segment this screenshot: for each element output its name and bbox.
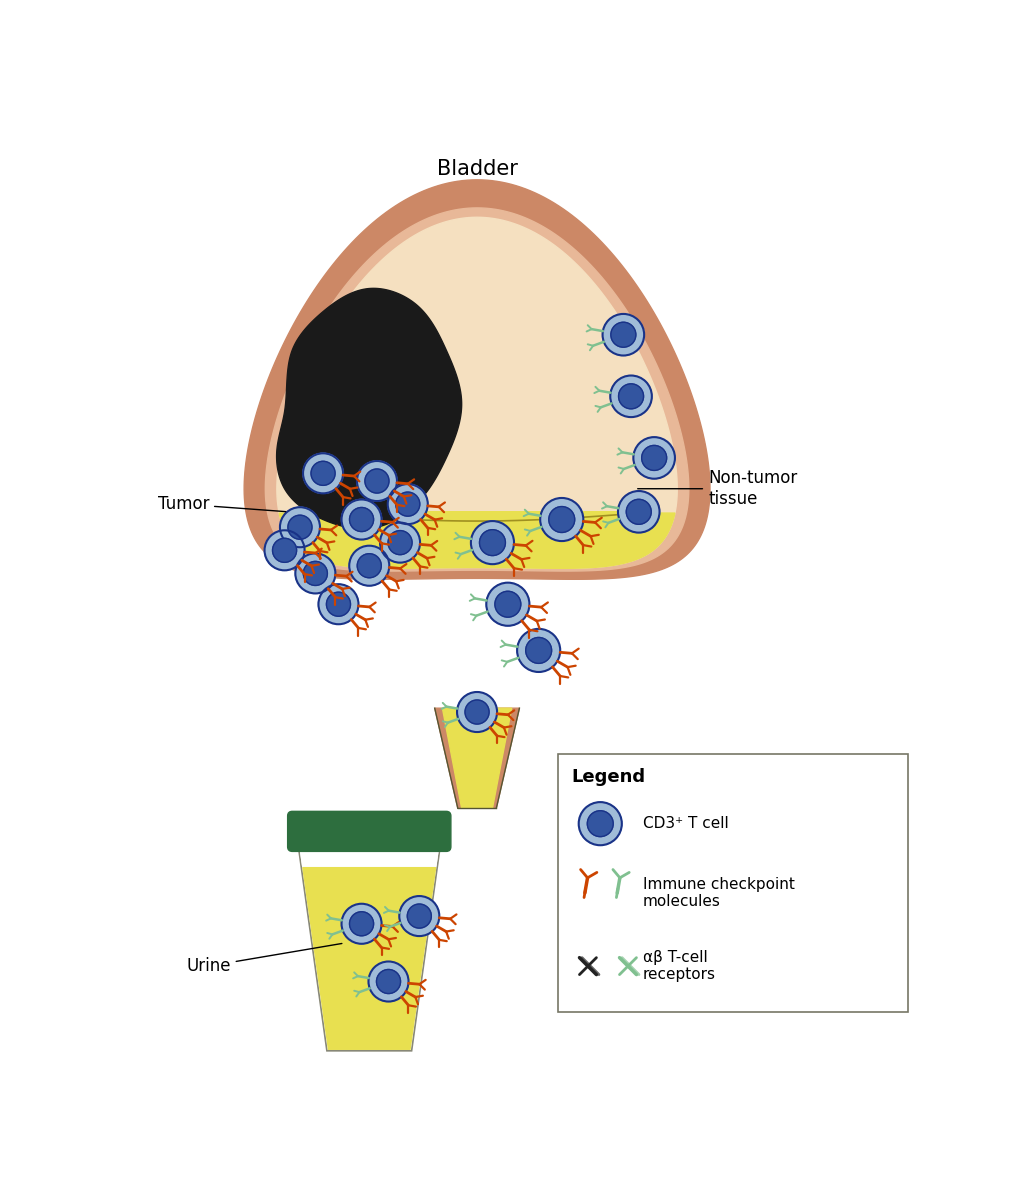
Circle shape: [611, 322, 636, 347]
Text: Legend: Legend: [571, 768, 646, 786]
Circle shape: [479, 530, 506, 556]
Circle shape: [634, 437, 675, 479]
Circle shape: [408, 904, 431, 928]
Polygon shape: [303, 867, 435, 1049]
Circle shape: [272, 538, 297, 562]
Circle shape: [525, 637, 552, 664]
Circle shape: [349, 912, 374, 936]
Circle shape: [288, 515, 312, 539]
Circle shape: [369, 962, 409, 1002]
Circle shape: [517, 629, 560, 672]
Text: Non-tumor
tissue: Non-tumor tissue: [638, 470, 798, 508]
Circle shape: [579, 803, 622, 846]
Polygon shape: [276, 289, 462, 528]
Circle shape: [610, 375, 652, 417]
Polygon shape: [244, 180, 710, 580]
Circle shape: [486, 582, 529, 625]
Circle shape: [380, 522, 420, 563]
Circle shape: [303, 453, 343, 494]
Circle shape: [471, 521, 514, 564]
Text: αβ T-cell
receptors: αβ T-cell receptors: [643, 950, 716, 982]
Circle shape: [311, 461, 335, 485]
Circle shape: [365, 468, 389, 494]
Circle shape: [541, 498, 584, 541]
Circle shape: [642, 446, 667, 471]
Circle shape: [618, 383, 643, 409]
Polygon shape: [442, 708, 512, 809]
Circle shape: [349, 546, 389, 586]
Circle shape: [303, 562, 328, 586]
Circle shape: [617, 491, 659, 533]
Circle shape: [357, 461, 397, 501]
Circle shape: [264, 531, 304, 570]
Circle shape: [588, 811, 613, 836]
Circle shape: [280, 507, 319, 547]
Polygon shape: [280, 512, 675, 568]
Text: CD3⁺ T cell: CD3⁺ T cell: [643, 816, 728, 831]
Circle shape: [602, 314, 644, 356]
Circle shape: [457, 692, 497, 732]
Circle shape: [295, 553, 336, 593]
Circle shape: [388, 531, 412, 555]
Circle shape: [318, 585, 358, 624]
Circle shape: [549, 507, 574, 532]
Circle shape: [377, 969, 400, 993]
FancyBboxPatch shape: [558, 755, 908, 1012]
Polygon shape: [276, 217, 677, 568]
Circle shape: [395, 492, 420, 516]
Circle shape: [388, 484, 428, 525]
Circle shape: [327, 592, 350, 616]
Polygon shape: [298, 847, 440, 1051]
Polygon shape: [435, 708, 519, 809]
Text: Immune checkpoint
molecules: Immune checkpoint molecules: [643, 877, 795, 909]
Circle shape: [342, 903, 382, 944]
Circle shape: [357, 553, 381, 577]
Circle shape: [495, 592, 521, 617]
Polygon shape: [265, 208, 689, 571]
Circle shape: [465, 700, 489, 724]
Circle shape: [627, 500, 651, 525]
Circle shape: [349, 508, 374, 532]
Text: Tumor: Tumor: [158, 495, 286, 513]
Circle shape: [342, 500, 382, 539]
Polygon shape: [301, 852, 438, 866]
Circle shape: [399, 896, 439, 936]
FancyBboxPatch shape: [288, 811, 451, 852]
Text: Bladder: Bladder: [436, 159, 517, 180]
Text: Urine: Urine: [186, 944, 342, 975]
